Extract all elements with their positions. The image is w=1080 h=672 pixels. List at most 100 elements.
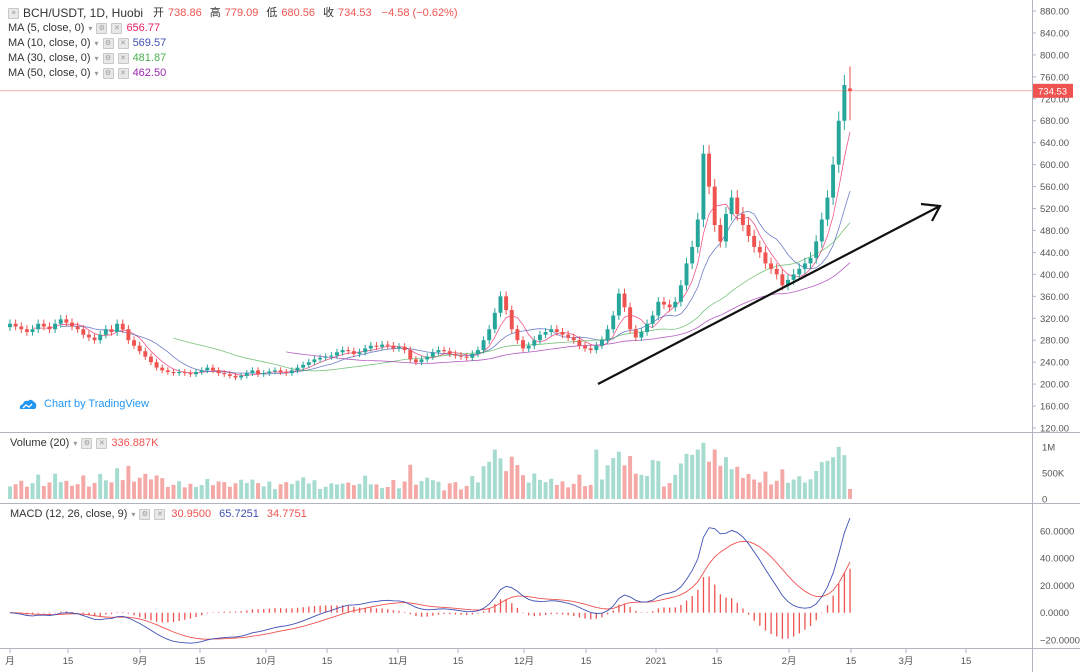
close-icon[interactable]: ✕ <box>117 68 129 79</box>
settings-icon[interactable]: ⚙ <box>81 438 93 449</box>
candle-body <box>701 153 706 220</box>
candle-body <box>188 373 193 375</box>
tradingview-label: Chart by TradingView <box>44 398 149 410</box>
symbol-title[interactable]: BCH/USDT, 1D, Huobi <box>23 5 144 20</box>
volume-bar <box>786 482 790 499</box>
chevron-down-icon[interactable]: ▾ <box>94 69 99 78</box>
macd-histogram-bar <box>404 611 406 613</box>
volume-bar <box>526 482 531 499</box>
ma5-legend[interactable]: MA (5, close, 0) ▾ ⚙ ✕ 656.77 <box>8 21 458 36</box>
volume-bar <box>301 477 306 499</box>
volume-bar <box>442 490 447 499</box>
macd-histogram-bar <box>776 612 778 637</box>
candle-body <box>537 334 542 341</box>
ma30-label: MA (30, close, 0) <box>8 52 91 64</box>
candle-body <box>239 375 244 378</box>
volume-bar <box>814 470 819 499</box>
candle-body <box>661 301 666 305</box>
chevron-down-icon[interactable]: ▾ <box>88 24 93 33</box>
candle-body <box>318 357 323 360</box>
candle-body <box>53 323 58 330</box>
candle-body <box>75 326 80 330</box>
volume-bar <box>622 465 627 499</box>
close-icon[interactable]: ✕ <box>117 38 129 49</box>
volume-bar <box>233 483 238 499</box>
settings-icon[interactable]: ⚙ <box>102 68 114 79</box>
macd-histogram-bar <box>195 612 197 618</box>
volume-bar <box>656 460 661 499</box>
ma10-legend[interactable]: MA (10, close, 0) ▾ ⚙ ✕ 569.57 <box>8 36 458 51</box>
macd-histogram-bar <box>742 608 744 613</box>
x-tick-label: 15 <box>712 656 723 667</box>
candle-body <box>588 348 593 351</box>
volume-bar <box>188 483 193 499</box>
price-tick-label: 240.00 <box>1040 358 1069 369</box>
candle-body <box>58 319 63 324</box>
candle-body <box>521 340 525 349</box>
ma50-legend[interactable]: MA (50, close, 0) ▾ ⚙ ✕ 462.50 <box>8 66 458 81</box>
macd-legend[interactable]: MACD (12, 26, close, 9) ▾ ⚙ ✕ 30.9500 65… <box>10 507 307 522</box>
volume-legend[interactable]: Volume (20) ▾ ⚙ ✕ 336.887K <box>10 436 158 451</box>
macd-histogram-bar <box>668 607 671 613</box>
close-icon[interactable]: ✕ <box>111 23 123 34</box>
volume-bar <box>323 486 328 499</box>
macd-histogram-bar <box>477 612 479 614</box>
volume-bar <box>470 476 475 499</box>
macd-histogram-bar <box>217 611 220 613</box>
price-tick-label: 760.00 <box>1040 72 1069 83</box>
volume-bar <box>154 475 159 499</box>
macd-histogram-bar <box>511 603 513 613</box>
close-icon[interactable]: ✕ <box>117 53 129 64</box>
volume-bar <box>92 482 97 499</box>
volume-bar <box>605 465 610 499</box>
macd-histogram-bar <box>370 607 372 613</box>
settings-icon[interactable]: ⚙ <box>96 23 108 34</box>
macd-histogram-bar <box>770 612 772 635</box>
x-tick-label: 12月 <box>514 656 534 667</box>
close-icon[interactable]: ✕ <box>96 438 108 449</box>
candle-body <box>746 224 751 236</box>
candle-body <box>509 310 514 330</box>
candle-body <box>13 323 18 327</box>
high-value: 779.09 <box>224 6 259 19</box>
volume-bar <box>464 485 469 499</box>
chevron-down-icon[interactable]: ▾ <box>94 54 99 63</box>
macd-histogram-bar <box>578 612 581 618</box>
chevron-down-icon[interactable]: ▾ <box>131 510 136 519</box>
volume-bar <box>256 483 261 499</box>
volume-bar <box>182 487 187 499</box>
macd-histogram-bar <box>167 612 169 623</box>
volume-bar <box>397 488 401 499</box>
volume-tick-label: 0 <box>1042 495 1047 506</box>
volume-bar <box>171 484 176 499</box>
candle-body <box>797 268 802 275</box>
settings-icon[interactable]: ⚙ <box>102 38 114 49</box>
settings-icon[interactable]: ⚙ <box>139 509 151 520</box>
candle-body <box>222 373 227 375</box>
x-tick-label: 15 <box>961 656 972 667</box>
chevron-down-icon[interactable]: ▾ <box>73 439 78 448</box>
volume-bar <box>831 457 836 499</box>
volume-bar <box>791 479 796 499</box>
candle-body <box>385 344 390 346</box>
volume-bar <box>616 451 621 499</box>
candle-body <box>126 329 131 341</box>
tradingview-badge[interactable]: Chart by TradingView <box>18 397 149 411</box>
candle-body <box>594 345 599 351</box>
candle-body <box>323 356 328 358</box>
macd-histogram-bar <box>330 605 333 613</box>
macd-histogram-bar <box>787 612 789 639</box>
price-tick-label: 280.00 <box>1040 336 1069 347</box>
volume-bar <box>757 482 762 499</box>
settings-icon[interactable]: ⚙ <box>102 53 114 64</box>
candle-body <box>374 345 379 347</box>
volume-bar <box>227 486 232 499</box>
collapse-icon[interactable]: ≡ <box>8 7 19 19</box>
ma30-legend[interactable]: MA (30, close, 0) ▾ ⚙ ✕ 481.87 <box>8 51 458 66</box>
ma50-value: 462.50 <box>132 67 167 79</box>
chevron-down-icon[interactable]: ▾ <box>94 39 99 48</box>
candle-body <box>335 352 339 356</box>
close-icon[interactable]: ✕ <box>154 509 166 520</box>
